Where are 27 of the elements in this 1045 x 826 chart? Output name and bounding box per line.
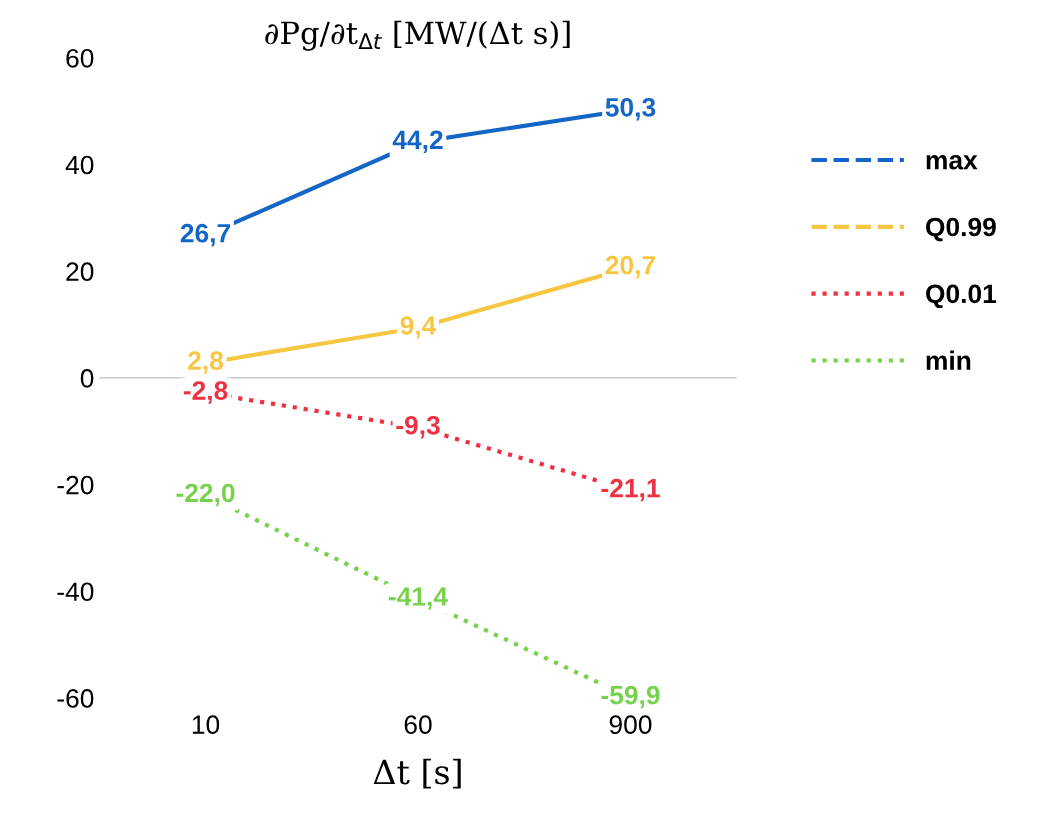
y-tick-label: -60: [57, 689, 94, 708]
x-tick-label: 10: [192, 715, 220, 735]
y-tick-label: 20: [66, 262, 94, 282]
data-label: -41,4: [388, 587, 448, 610]
data-label: 26,7: [180, 223, 231, 247]
data-label: 44,2: [392, 130, 443, 154]
data-label: -9,3: [396, 415, 440, 439]
x-axis-title: Δt [s]: [373, 758, 461, 789]
data-label: -22,0: [176, 483, 235, 507]
y-tick-label: -20: [57, 475, 94, 495]
data-label: 20,7: [605, 255, 656, 279]
data-label: -2,8: [183, 381, 228, 404]
data-label: 9,4: [400, 316, 437, 339]
y-tick-label: -40: [57, 582, 94, 602]
y-tick-label: 0: [80, 369, 94, 388]
legend-label: max: [926, 155, 978, 170]
legend-label: Q0.01: [926, 284, 997, 309]
chart-title: ∂Pg/∂t$_{Δt}$ [MW/(Δt s)]: [265, 20, 570, 51]
y-tick-label: 40: [65, 155, 94, 175]
legend-label: min: [926, 350, 971, 370]
data-label: 50,3: [605, 97, 656, 121]
legend-label: Q0.99: [926, 217, 996, 242]
x-tick-label: 60: [404, 715, 432, 735]
data-label: -59,9: [601, 685, 660, 709]
data-label: -21,1: [601, 478, 660, 502]
x-tick-label: 900: [609, 715, 652, 735]
y-tick-label: 60: [66, 48, 94, 68]
